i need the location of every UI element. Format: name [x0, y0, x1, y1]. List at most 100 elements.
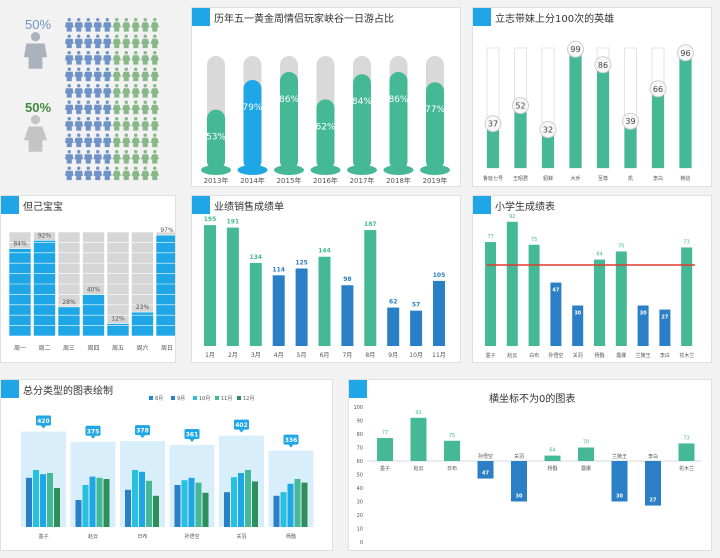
bubble-marker: [649, 80, 667, 98]
female-person-icon: [112, 84, 121, 98]
bar-base: [310, 165, 341, 175]
bubble-marker: [512, 97, 529, 115]
female-person-icon: [122, 133, 131, 148]
x-tick-label: 2016年: [313, 176, 338, 185]
male-person-icon: [65, 166, 74, 181]
x-tick-label: 7月: [342, 352, 352, 359]
bar: [103, 479, 110, 527]
legend-label: 11月: [221, 396, 232, 402]
male-person-icon: [65, 133, 74, 148]
x-tick-label: 李白: [660, 352, 670, 359]
female-person-icon: [150, 100, 159, 115]
bar: [514, 105, 527, 168]
bubble-marker: [484, 115, 502, 133]
female-person-icon: [122, 51, 131, 65]
data-label: 77: [487, 234, 493, 240]
x-tick-label: 2月: [228, 352, 238, 359]
male-person-icon: [74, 67, 83, 82]
x-tick-label: 2014年: [240, 176, 265, 185]
x-tick-label: 墨子: [485, 352, 495, 359]
male-person-icon: [65, 18, 74, 32]
bubble-marker: [539, 121, 557, 139]
male-person-icon: [74, 133, 83, 148]
data-label: 30: [516, 494, 523, 500]
female-person-icon: [112, 67, 121, 82]
bar: [318, 256, 331, 346]
bar: [511, 461, 527, 502]
data-label: 99: [570, 45, 580, 54]
total-badge-pointer: [90, 435, 96, 439]
chart-title: 横坐标不为0的图表: [489, 394, 576, 405]
total-badge-pointer: [288, 444, 294, 448]
y-tick-label: 50: [357, 473, 363, 479]
title-tag: [1, 196, 19, 214]
x-tick-label: 赵云: [413, 465, 423, 472]
total-label: 378: [136, 428, 149, 435]
male-person-icon: [84, 117, 93, 131]
x-tick-label: 关羽: [236, 533, 246, 540]
female-person-icon: [150, 34, 159, 49]
data-label: 62: [389, 299, 397, 306]
female-person-icon: [131, 18, 140, 32]
bar: [252, 481, 258, 527]
chart4-panel: 业绩销售成绩单 195 1月 191 2月 134 3月 114 4月 125 5月 144 6月 98…: [191, 195, 461, 363]
x-tick-label: 关羽: [573, 352, 583, 359]
x-tick-label: 日布: [447, 465, 457, 472]
data-label: 64: [549, 448, 555, 454]
data-label: 114: [272, 266, 285, 273]
male-person-icon: [103, 150, 112, 164]
male-person-icon: [103, 100, 112, 115]
bar: [572, 305, 584, 346]
data-label: 53%: [206, 133, 226, 143]
x-tick-label: 周二: [38, 345, 50, 352]
male-person-icon: [103, 133, 112, 148]
bar-base: [201, 165, 231, 175]
bubble-marker: [567, 40, 584, 58]
data-label: 92: [415, 410, 421, 416]
bar: [33, 240, 56, 337]
total-badge-pointer: [41, 425, 46, 429]
data-label: 30: [640, 311, 647, 317]
female-percentage: 50%: [25, 100, 52, 115]
female-person-icon: [141, 133, 150, 148]
data-label: 77%: [425, 105, 445, 115]
data-label: 27: [650, 498, 657, 504]
male-person-icon: [84, 100, 93, 115]
male-figure-icon: [24, 32, 47, 69]
female-person-icon: [112, 166, 121, 181]
data-label: 27: [661, 315, 668, 321]
bar: [47, 473, 53, 527]
total-badge: [85, 425, 101, 436]
bar: [54, 488, 60, 527]
y-tick-label: 20: [357, 513, 363, 519]
female-person-icon: [112, 100, 121, 115]
data-label: 57: [412, 302, 420, 309]
x-tick-label: 6月: [320, 352, 330, 359]
male-person-icon: [103, 166, 112, 181]
x-tick-label: 至尊: [598, 175, 608, 182]
legend-swatch: [237, 396, 241, 400]
bar: [33, 470, 39, 527]
data-label: 52: [515, 102, 525, 111]
female-person-icon: [131, 117, 140, 131]
bar: [294, 479, 301, 527]
title-tag: [1, 380, 19, 398]
bar: [341, 285, 354, 346]
chart5-panel: 小学生成绩表 77 墨子 92 赵云 75 白布 47 孙悟空 30 关羽 64 杨戬 70 露娜 30 兰陵…: [472, 195, 712, 363]
bar-base: [383, 165, 414, 175]
bar: [174, 485, 181, 527]
female-person-icon: [122, 18, 131, 32]
x-tick-label: 露娜: [616, 352, 626, 359]
bar: [364, 230, 377, 346]
bar: [132, 470, 138, 527]
male-person-icon: [65, 51, 74, 65]
data-label: 86%: [388, 95, 408, 105]
bar: [652, 88, 664, 168]
data-label: 195: [204, 216, 217, 223]
data-label: 105: [433, 272, 446, 279]
bar: [433, 280, 445, 346]
chart7-panel: 横坐标不为0的图表 0 10 20 30 40 50 60 70 80 90 100 77 墨子 92 赵云…: [348, 379, 712, 551]
bar-base: [274, 165, 304, 175]
male-person-icon: [65, 117, 74, 131]
data-label: 70: [583, 440, 589, 446]
